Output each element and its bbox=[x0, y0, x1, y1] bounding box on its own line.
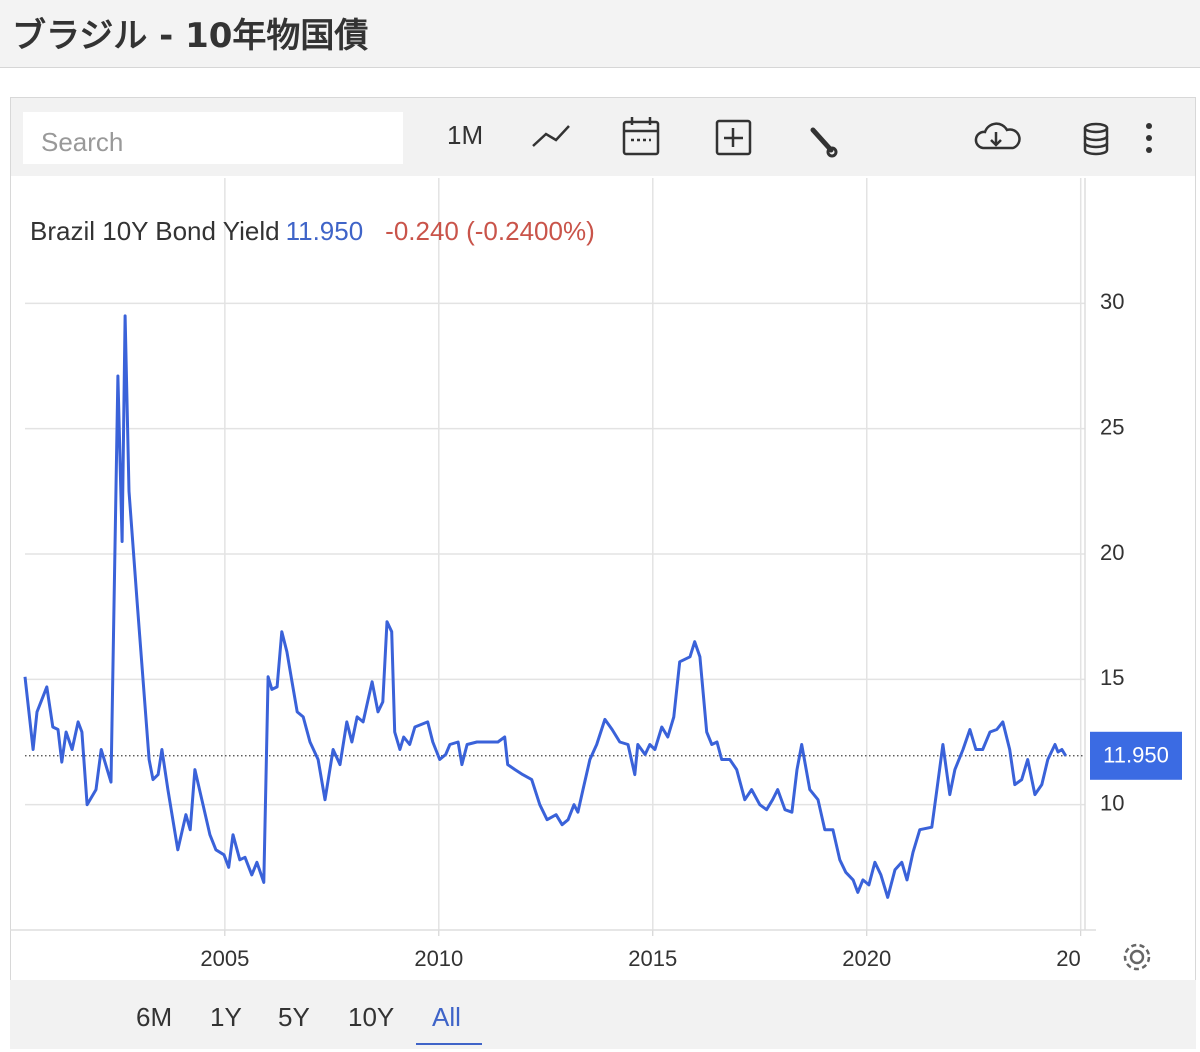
legend-series-name: Brazil 10Y Bond Yield bbox=[30, 216, 280, 246]
interval-button[interactable]: 1M bbox=[447, 120, 484, 150]
x-tick-label: 2020 bbox=[842, 946, 891, 971]
x-tick-label: 2005 bbox=[200, 946, 249, 971]
range-button[interactable]: 6M bbox=[136, 1002, 173, 1032]
legend: Brazil 10Y Bond Yield 11.950 -0.240 (-0.24… bbox=[30, 216, 595, 247]
x-tick-label: 2015 bbox=[628, 946, 677, 971]
page-title: ブラジル - 10年物国債 bbox=[12, 16, 369, 56]
y-tick-label: 25 bbox=[1100, 414, 1124, 439]
current-value-label: 11.950 bbox=[1103, 743, 1169, 768]
add-indicator-icon[interactable] bbox=[715, 119, 752, 156]
toolbar-icons bbox=[532, 117, 1152, 158]
x-tick-label: 2010 bbox=[414, 946, 463, 971]
range-button[interactable]: 5Y bbox=[278, 1002, 310, 1032]
x-tick-label: 20 bbox=[1056, 946, 1080, 971]
search-box[interactable]: Search bbox=[23, 112, 403, 164]
legend-value: 11.950 bbox=[285, 216, 364, 246]
range-button[interactable]: 10Y bbox=[348, 1002, 395, 1032]
y-tick-label: 20 bbox=[1100, 540, 1124, 565]
current-value-badge bbox=[1090, 731, 1182, 780]
header: ブラジル - 10年物国債 bbox=[0, 0, 1200, 68]
active-range-underline bbox=[416, 1043, 482, 1045]
range-bar: 6M 1Y 5Y 10Y All bbox=[10, 980, 1196, 1049]
calendar-icon[interactable] bbox=[622, 117, 660, 156]
range-button[interactable]: 1Y bbox=[210, 1002, 242, 1032]
y-tick-label: 30 bbox=[1100, 289, 1124, 314]
chart-widget: Search 1M bbox=[10, 97, 1196, 1049]
legend-change: -0.240 (-0.2400%) bbox=[385, 216, 595, 246]
y-tick-label: 15 bbox=[1100, 665, 1124, 690]
settings-icon[interactable] bbox=[1123, 943, 1151, 971]
series-line bbox=[23, 314, 1067, 899]
download-icon[interactable] bbox=[974, 122, 1021, 150]
tools-icon[interactable] bbox=[810, 127, 838, 158]
data-icon[interactable] bbox=[1083, 122, 1109, 156]
y-tick-label: 10 bbox=[1100, 790, 1124, 815]
range-button[interactable]: All bbox=[432, 1002, 461, 1032]
toolbar: Search 1M bbox=[11, 98, 1195, 176]
more-icon[interactable] bbox=[1146, 123, 1152, 153]
chart-type-icon[interactable] bbox=[532, 125, 570, 147]
